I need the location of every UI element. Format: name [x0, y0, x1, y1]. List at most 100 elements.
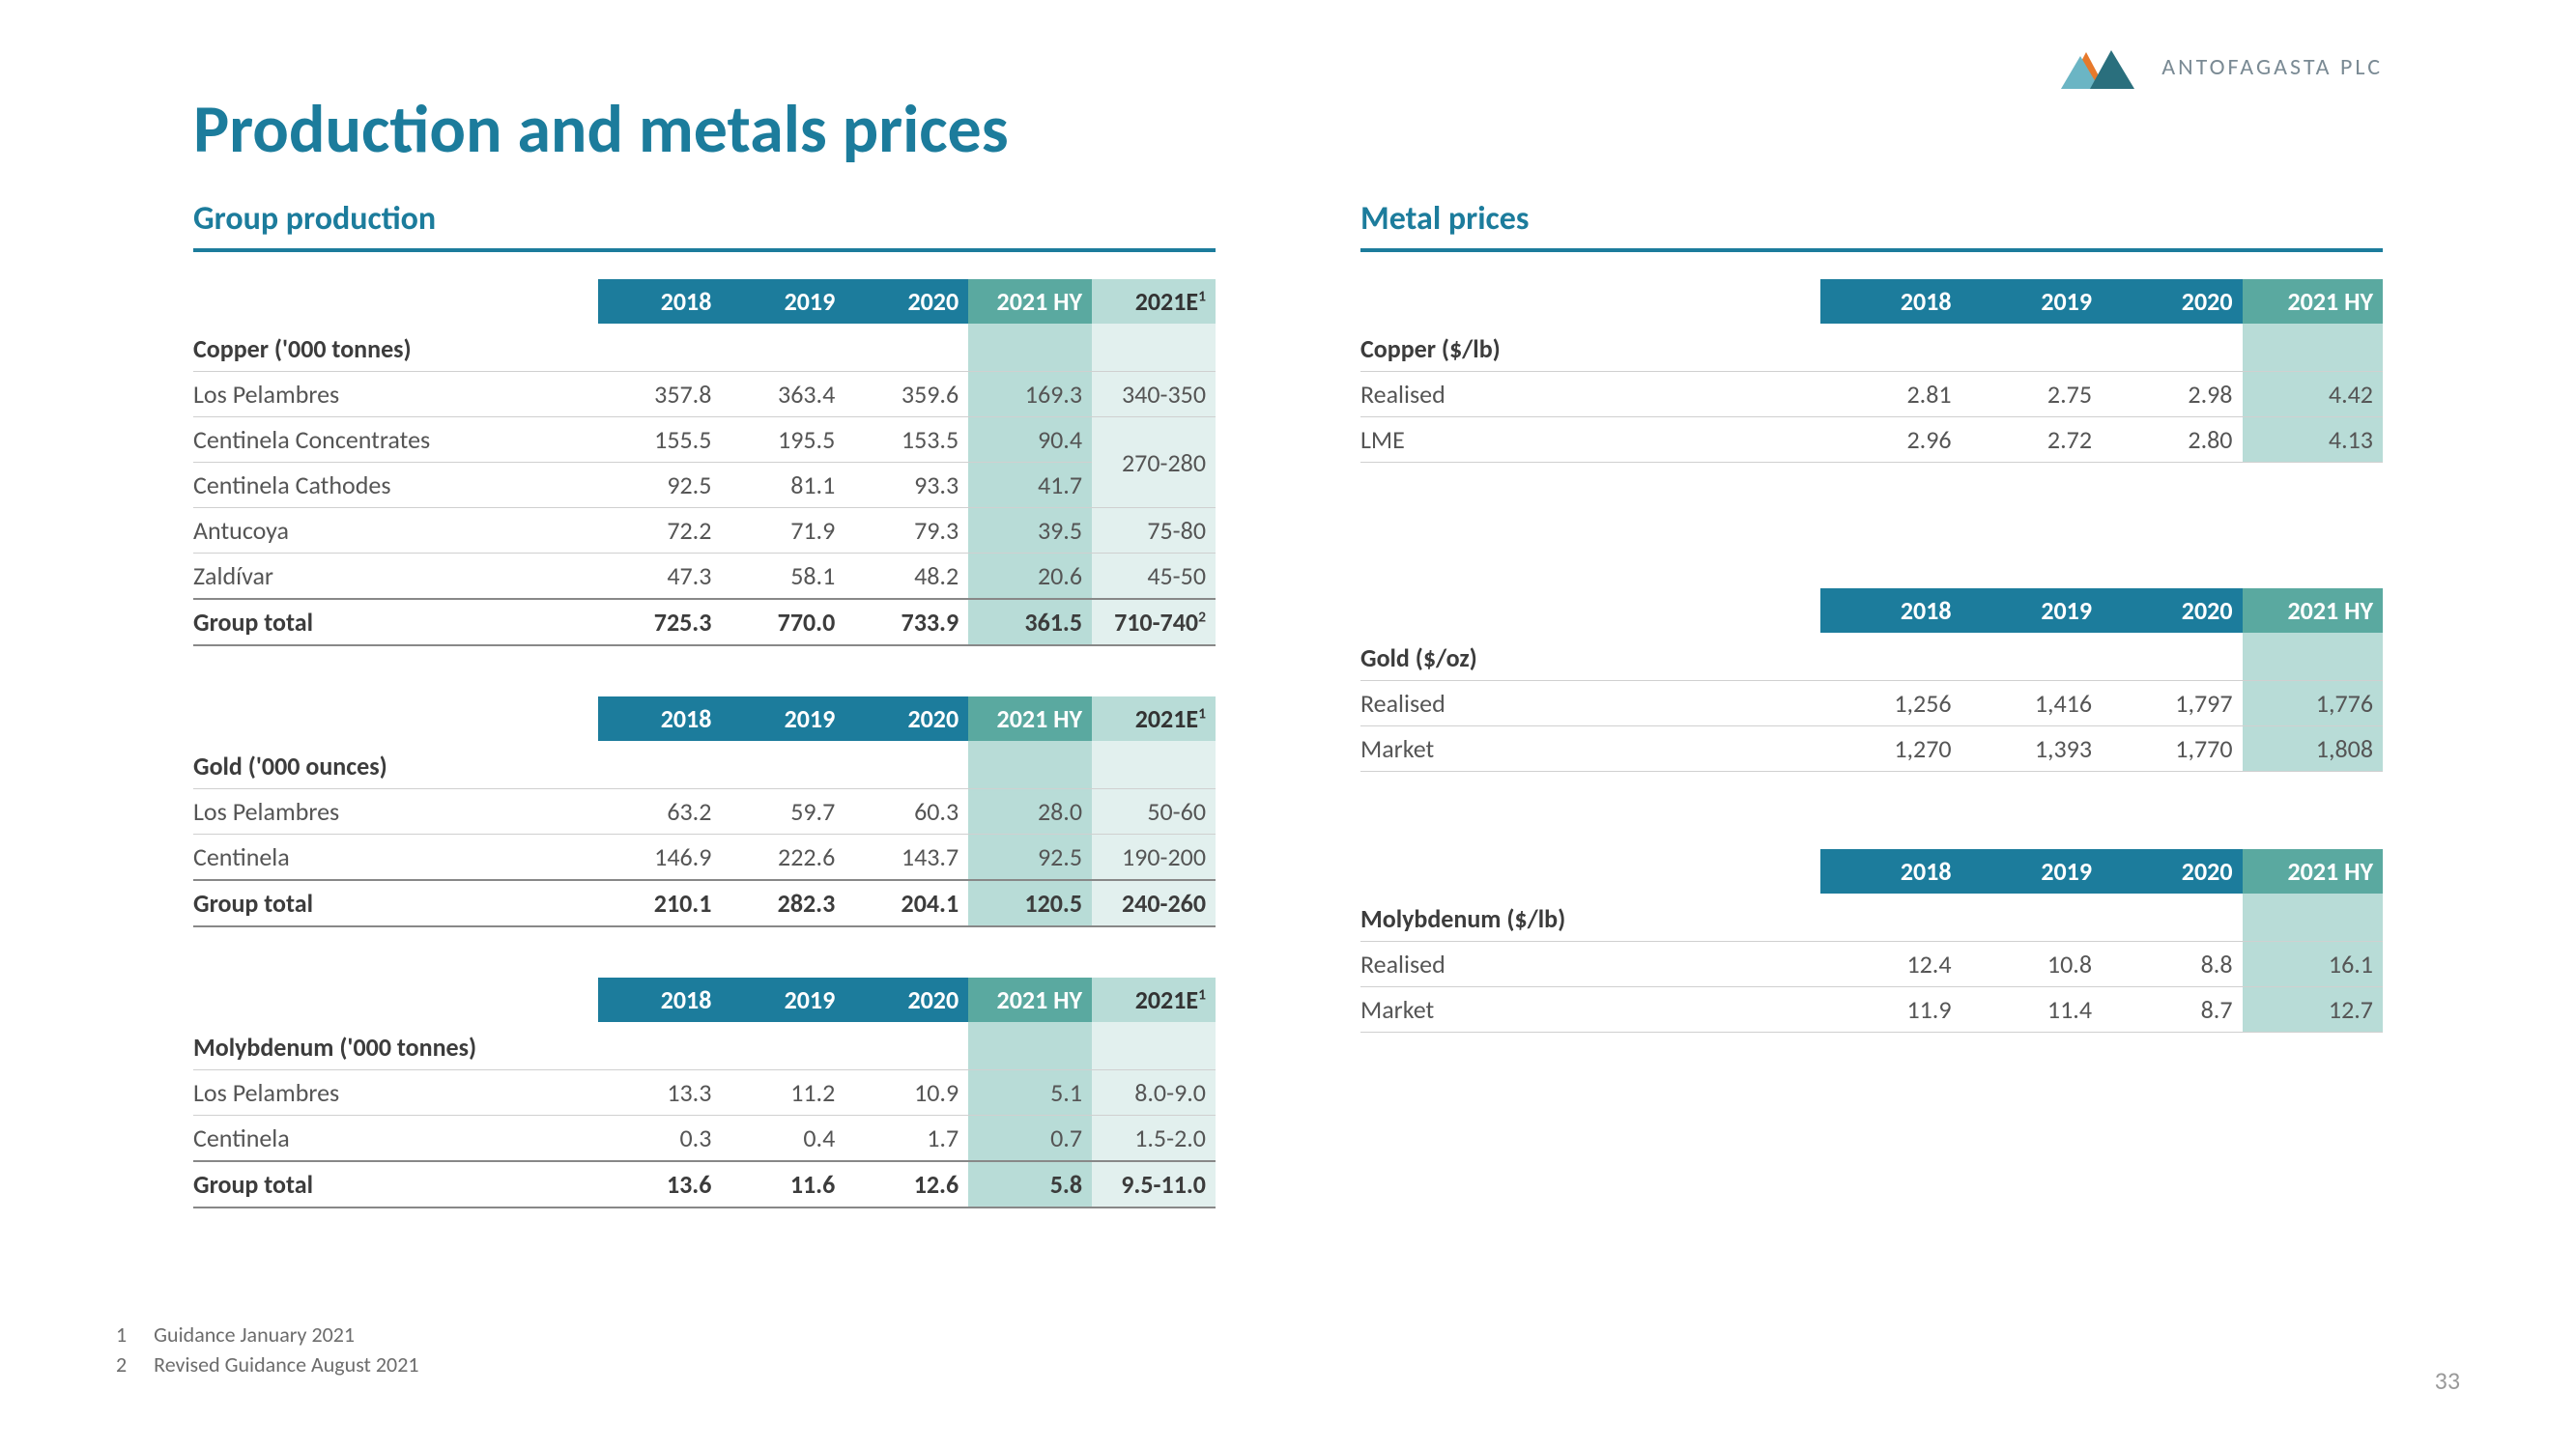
footnote: 1Guidance January 2021 [116, 1321, 419, 1348]
company-logo: ANTOFAGASTA PLC [2053, 39, 2383, 95]
empty-cell [1820, 894, 1961, 942]
data-cell: 11.4 [1961, 987, 2102, 1033]
page-title: Production and metals prices [193, 87, 2383, 170]
total-cell: 733.9 [844, 599, 968, 645]
row-label: Los Pelambres [193, 1070, 598, 1116]
data-cell: 90.4 [968, 417, 1092, 463]
empty-cell [2102, 633, 2242, 681]
table-row: Los Pelambres63.259.760.328.050-60 [193, 789, 1216, 835]
empty-cell [598, 324, 722, 372]
empty-cell [598, 1022, 722, 1070]
data-cell: 47.3 [598, 554, 722, 600]
data-cell: 10.9 [844, 1070, 968, 1116]
total-cell: 770.0 [721, 599, 844, 645]
col-header: 2019 [1961, 849, 2102, 894]
data-cell: 63.2 [598, 789, 722, 835]
empty-cell [2102, 324, 2242, 372]
total-label: Group total [193, 599, 598, 645]
table-row: Market11.911.48.712.7 [1360, 987, 2383, 1033]
empty-cell [2243, 324, 2384, 372]
category-label: Gold ($/oz) [1360, 633, 1820, 681]
data-cell: 1.5-2.0 [1092, 1116, 1216, 1162]
table-row: Antucoya72.271.979.339.575-80 [193, 508, 1216, 554]
table-row: LME2.962.722.804.13 [1360, 417, 2383, 463]
col-header: 2019 [1961, 588, 2102, 633]
total-cell: 361.5 [968, 599, 1092, 645]
data-cell: 93.3 [844, 463, 968, 508]
data-cell: 8.0-9.0 [1092, 1070, 1216, 1116]
category-label: Copper ('000 tonnes) [193, 324, 598, 372]
row-label: Los Pelambres [193, 789, 598, 835]
category-label: Copper ($/lb) [1360, 324, 1820, 372]
total-cell: 240-260 [1092, 880, 1216, 926]
total-cell: 5.8 [968, 1161, 1092, 1208]
data-cell: 13.3 [598, 1070, 722, 1116]
col-header: 2020 [844, 978, 968, 1022]
data-cell: 5.1 [968, 1070, 1092, 1116]
empty-cell [844, 741, 968, 789]
data-cell: 363.4 [721, 372, 844, 417]
table-row: Market1,2701,3931,7701,808 [1360, 726, 2383, 772]
category-label: Molybdenum ('000 tonnes) [193, 1022, 598, 1070]
data-cell: 190-200 [1092, 835, 1216, 881]
col-header: 2019 [721, 696, 844, 741]
section-title-prices: Metal prices [1360, 199, 2383, 252]
production-table: 2018201920202021 HY2021E1Gold ('000 ounc… [193, 696, 1216, 927]
empty-cell [968, 741, 1092, 789]
col-header: 2020 [2102, 849, 2242, 894]
data-cell: 11.2 [721, 1070, 844, 1116]
data-cell: 4.13 [2243, 417, 2384, 463]
col-spacer [193, 978, 598, 1022]
data-cell: 0.3 [598, 1116, 722, 1162]
col-header: 2018 [1820, 588, 1961, 633]
row-label: Centinela Cathodes [193, 463, 598, 508]
total-cell: 710-7402 [1092, 599, 1216, 645]
data-cell: 10.8 [1961, 942, 2102, 987]
data-cell: 8.7 [2102, 987, 2242, 1033]
data-cell: 12.7 [2243, 987, 2384, 1033]
row-label: Realised [1360, 372, 1820, 417]
data-cell: 270-280 [1092, 417, 1216, 508]
data-cell: 357.8 [598, 372, 722, 417]
data-cell: 2.75 [1961, 372, 2102, 417]
row-label: LME [1360, 417, 1820, 463]
table-row: Centinela Cathodes92.581.193.341.7 [193, 463, 1216, 508]
table-row: Centinela Concentrates155.5195.5153.590.… [193, 417, 1216, 463]
data-cell: 79.3 [844, 508, 968, 554]
data-cell: 59.7 [721, 789, 844, 835]
col-spacer [1360, 588, 1820, 633]
col-header: 2021E1 [1092, 279, 1216, 324]
empty-cell [1961, 633, 2102, 681]
footnote-number: 1 [116, 1321, 127, 1348]
col-header: 2021E1 [1092, 978, 1216, 1022]
data-cell: 146.9 [598, 835, 722, 881]
data-cell: 16.1 [2243, 942, 2384, 987]
prices-table: 2018201920202021 HYMolybdenum ($/lb)Real… [1360, 849, 2383, 1033]
category-label: Molybdenum ($/lb) [1360, 894, 1820, 942]
empty-cell [721, 741, 844, 789]
table-row: Centinela0.30.41.70.71.5-2.0 [193, 1116, 1216, 1162]
col-spacer [1360, 279, 1820, 324]
table-row: Realised1,2561,4161,7971,776 [1360, 681, 2383, 726]
data-cell: 4.42 [2243, 372, 2384, 417]
data-cell: 359.6 [844, 372, 968, 417]
data-cell: 45-50 [1092, 554, 1216, 600]
data-cell: 41.7 [968, 463, 1092, 508]
data-cell: 169.3 [968, 372, 1092, 417]
data-cell: 11.9 [1820, 987, 1961, 1033]
empty-cell [1092, 324, 1216, 372]
table-row: Realised2.812.752.984.42 [1360, 372, 2383, 417]
data-cell: 58.1 [721, 554, 844, 600]
data-cell: 1,808 [2243, 726, 2384, 772]
empty-cell [1961, 894, 2102, 942]
row-label: Market [1360, 987, 1820, 1033]
total-cell: 282.3 [721, 880, 844, 926]
empty-cell [1820, 324, 1961, 372]
col-header: 2019 [1961, 279, 2102, 324]
empty-cell [2243, 633, 2384, 681]
data-cell: 2.98 [2102, 372, 2242, 417]
total-cell: 12.6 [844, 1161, 968, 1208]
table-row: Realised12.410.88.816.1 [1360, 942, 2383, 987]
col-header: 2019 [721, 279, 844, 324]
group-production-column: Group production 2018201920202021 HY2021… [193, 199, 1216, 1259]
